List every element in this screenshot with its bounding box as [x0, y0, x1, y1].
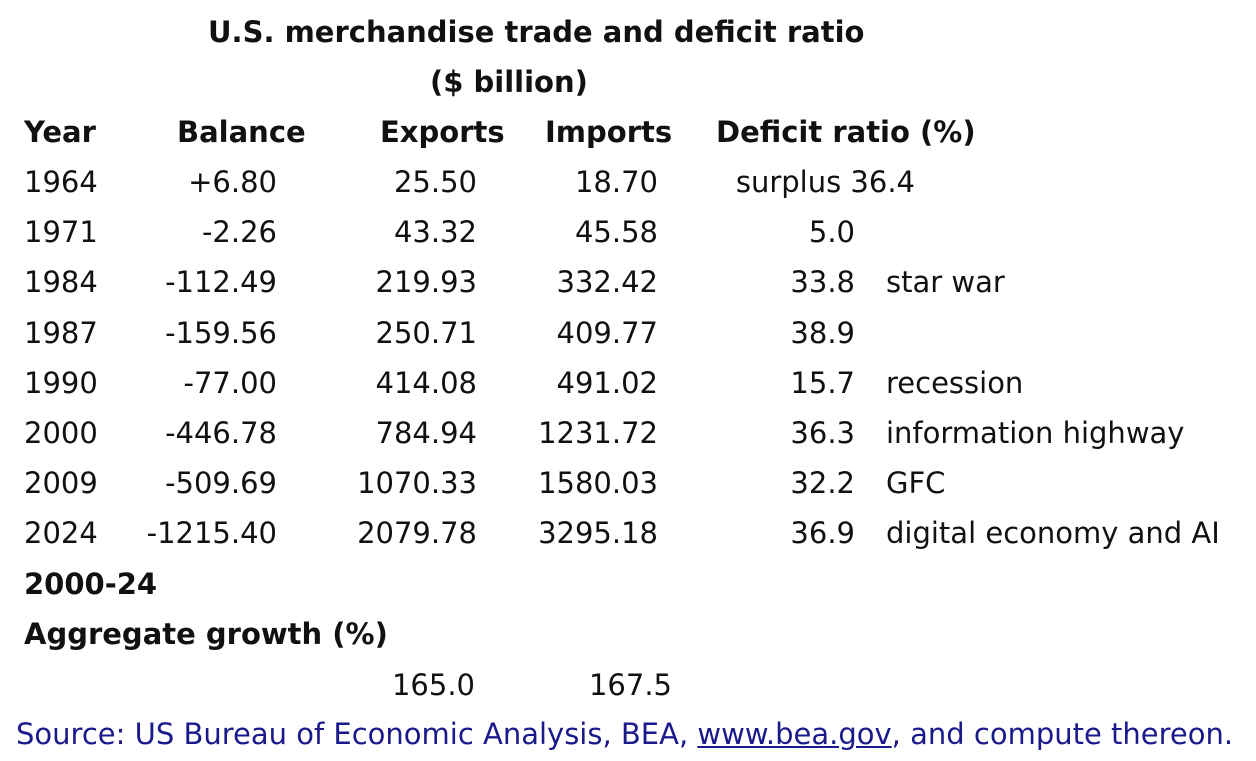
row-balance: -446.78: [165, 416, 277, 450]
row-imports: 3295.18: [538, 516, 658, 550]
row-year: 2009: [24, 466, 98, 500]
growth-exports: 165.0: [391, 668, 475, 702]
row-year: 1987: [24, 316, 98, 350]
row-balance: -509.69: [165, 466, 277, 500]
row-imports: 491.02: [556, 366, 658, 400]
row-exports: 2079.78: [357, 516, 477, 550]
row-imports: 1580.03: [538, 466, 658, 500]
row-exports: 219.93: [375, 265, 477, 299]
row-exports: 43.32: [393, 215, 477, 249]
row-exports: 25.50: [393, 165, 477, 199]
source-note: Source: US Bureau of Economic Analysis, …: [16, 714, 1233, 754]
header-balance: Balance: [177, 115, 306, 149]
row-exports: 784.94: [375, 416, 477, 450]
row-balance: -159.56: [165, 316, 277, 350]
row-deficit-ratio: 38.9: [790, 316, 855, 350]
row-year: 1984: [24, 265, 98, 299]
header-deficit-ratio: Deficit ratio (%): [716, 115, 976, 149]
row-imports: 332.42: [556, 265, 658, 299]
row-imports: 45.58: [574, 215, 658, 249]
header-imports: Imports: [545, 115, 673, 149]
row-note: star war: [886, 265, 1005, 299]
header-exports: Exports: [380, 115, 505, 149]
row-balance: +6.80: [188, 165, 277, 199]
growth-label: Aggregate growth (%): [24, 617, 388, 651]
growth-period: 2000-24: [24, 567, 158, 601]
row-imports: 18.70: [574, 165, 658, 199]
header-year: Year: [24, 115, 96, 149]
row-deficit-ratio: 15.7: [790, 366, 855, 400]
source-link[interactable]: www.bea.gov: [697, 717, 892, 751]
row-deficit-ratio: 32.2: [790, 466, 855, 500]
row-balance: -112.49: [165, 265, 277, 299]
row-imports: 409.77: [556, 316, 658, 350]
row-year: 2024: [24, 516, 98, 550]
source-prefix: Source: US Bureau of Economic Analysis, …: [16, 717, 698, 751]
row-balance: -1215.40: [146, 516, 277, 550]
growth-imports: 167.5: [588, 668, 672, 702]
table-subtitle: ($ billion): [430, 65, 588, 99]
row-year: 1990: [24, 366, 98, 400]
row-balance: -77.00: [183, 366, 278, 400]
row-year: 1971: [24, 215, 98, 249]
row-note: recession: [886, 366, 1024, 400]
row-deficit-ratio: 36.3: [790, 416, 855, 450]
source-suffix: , and compute thereon.: [891, 717, 1234, 751]
row-deficit-ratio: surplus 36.4: [735, 165, 915, 199]
row-note: digital economy and AI: [886, 516, 1220, 550]
table-title: U.S. merchandise trade and deficit ratio: [208, 15, 865, 49]
row-imports: 1231.72: [538, 416, 658, 450]
row-note: GFC: [886, 466, 946, 500]
row-year: 1964: [24, 165, 98, 199]
row-year: 2000: [24, 416, 98, 450]
row-balance: -2.26: [201, 215, 277, 249]
row-deficit-ratio: 36.9: [790, 516, 855, 550]
row-deficit-ratio: 5.0: [808, 215, 855, 249]
row-exports: 1070.33: [357, 466, 477, 500]
row-note: information highway: [886, 416, 1185, 450]
row-exports: 414.08: [375, 366, 477, 400]
row-exports: 250.71: [375, 316, 477, 350]
row-deficit-ratio: 33.8: [790, 265, 855, 299]
